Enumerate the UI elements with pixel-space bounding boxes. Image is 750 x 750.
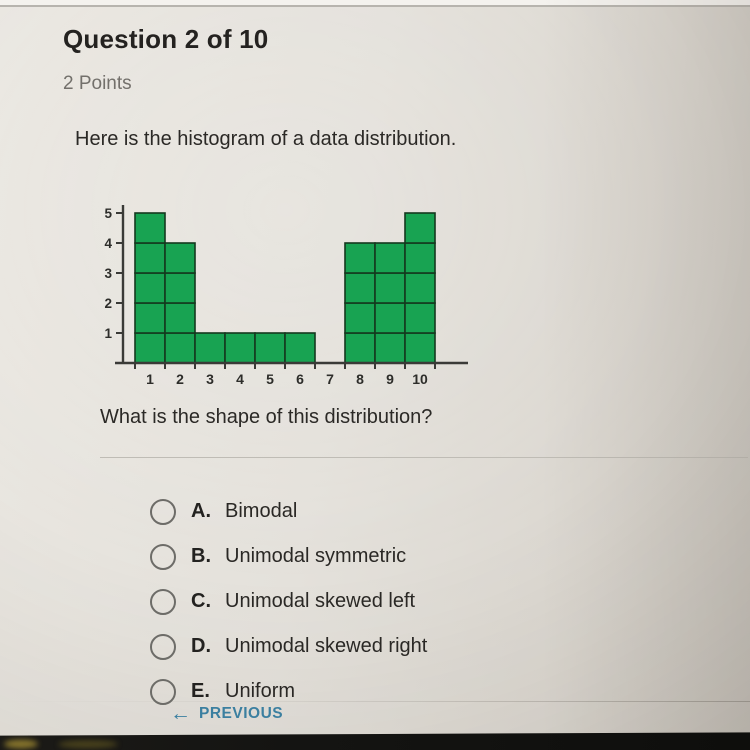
svg-text:8: 8 bbox=[356, 371, 364, 387]
question-title: Question 2 of 10 bbox=[63, 24, 269, 54]
radio-button-c[interactable] bbox=[150, 588, 176, 615]
radio-button-a[interactable] bbox=[150, 498, 176, 525]
option-label: Unimodal symmetric bbox=[225, 545, 407, 567]
points-label: 2 Points bbox=[63, 73, 132, 94]
option-letter: E. bbox=[191, 680, 210, 702]
option-letter: B. bbox=[191, 545, 211, 567]
svg-text:5: 5 bbox=[266, 371, 274, 387]
option-label: Uniform bbox=[225, 680, 296, 702]
svg-text:9: 9 bbox=[386, 371, 394, 387]
back-arrow-icon: ← bbox=[170, 702, 191, 725]
footer-divider bbox=[0, 701, 750, 702]
svg-text:4: 4 bbox=[104, 236, 112, 251]
question-intro: Here is the histogram of a data distribu… bbox=[75, 128, 457, 150]
svg-text:2: 2 bbox=[104, 296, 112, 311]
option-d[interactable]: D. Unimodal skewed right bbox=[150, 624, 630, 669]
screen-bottom-edge bbox=[0, 732, 750, 750]
previous-button[interactable]: ← PREVIOUS bbox=[170, 703, 283, 724]
option-b[interactable]: B. Unimodal symmetric bbox=[150, 534, 630, 579]
options-list: A. Bimodal B. Unimodal symmetric C. Unim… bbox=[150, 489, 630, 714]
option-e[interactable]: E. Uniform bbox=[150, 669, 630, 714]
option-letter: A. bbox=[191, 500, 211, 522]
top-bezel bbox=[0, 0, 750, 7]
svg-text:4: 4 bbox=[236, 371, 244, 387]
svg-text:3: 3 bbox=[104, 266, 112, 281]
option-label: Bimodal bbox=[225, 500, 298, 522]
option-c[interactable]: C. Unimodal skewed left bbox=[150, 579, 630, 624]
option-a[interactable]: A. Bimodal bbox=[150, 489, 630, 534]
radio-button-d[interactable] bbox=[150, 633, 176, 660]
option-letter: C. bbox=[191, 590, 211, 612]
option-label: Unimodal skewed right bbox=[225, 635, 428, 657]
radio-button-e[interactable] bbox=[150, 678, 176, 705]
reflection-smudge bbox=[3, 739, 39, 749]
section-divider bbox=[100, 457, 748, 458]
radio-button-b[interactable] bbox=[150, 543, 176, 570]
svg-text:6: 6 bbox=[296, 371, 304, 387]
svg-text:7: 7 bbox=[326, 371, 334, 387]
svg-text:3: 3 bbox=[206, 371, 214, 387]
svg-text:1: 1 bbox=[146, 371, 154, 387]
histogram-svg: 1 2 3 4 5 1 2 3 4 5 6 7 8 9 10 bbox=[104, 205, 468, 387]
reflection-smudge bbox=[57, 740, 119, 749]
option-label: Unimodal skewed left bbox=[225, 590, 416, 612]
svg-text:10: 10 bbox=[412, 371, 428, 387]
question-prompt: What is the shape of this distribution? bbox=[100, 406, 433, 428]
svg-text:1: 1 bbox=[104, 326, 112, 341]
svg-text:5: 5 bbox=[104, 206, 112, 221]
option-letter: D. bbox=[191, 635, 211, 657]
previous-label: PREVIOUS bbox=[199, 704, 284, 722]
svg-text:2: 2 bbox=[176, 371, 184, 387]
histogram-chart: 1 2 3 4 5 1 2 3 4 5 6 7 8 9 10 bbox=[95, 190, 470, 390]
